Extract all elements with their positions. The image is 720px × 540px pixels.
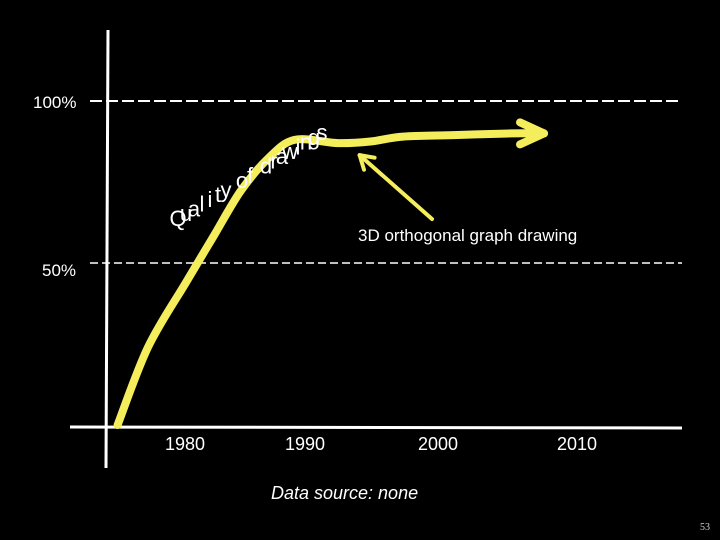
curve-label-char: i — [208, 187, 213, 212]
y-axis — [104, 29, 110, 469]
annotation-arrow-shaft — [357, 153, 434, 221]
curve-label-char: r — [270, 149, 277, 174]
y-tick-label-100: 100% — [33, 93, 77, 112]
curve-label-char: a — [188, 196, 201, 221]
curve-arrowhead — [516, 118, 549, 149]
x-axis — [69, 425, 683, 430]
curve-label-char: l — [200, 192, 205, 217]
curve-label-char: n — [300, 130, 312, 155]
curve-label-char: s — [317, 120, 328, 145]
y-tick-label-50: 50% — [42, 261, 77, 280]
x-tick-label-1990: 1990 — [285, 434, 326, 454]
page-number: 53 — [700, 522, 710, 533]
x-tick-label-1980: 1980 — [165, 434, 206, 454]
curve-label-char: w — [281, 139, 298, 164]
x-tick-label-2000: 2000 — [418, 434, 459, 454]
curve-label-char: o — [236, 168, 248, 193]
curve-label-char: y — [221, 177, 232, 202]
curve-label-char: t — [215, 182, 221, 207]
curve-label-char: f — [247, 163, 254, 188]
curve-label-char: a — [276, 144, 289, 169]
curve-label-char: Q — [169, 206, 186, 231]
quality-curve — [113, 129, 548, 429]
curve-label-char: i — [296, 134, 301, 159]
curve-label-char: d — [260, 153, 272, 178]
annotation-arrow-head — [357, 153, 377, 172]
x-tick-label-2010: 2010 — [557, 434, 598, 454]
curve-label-char: u — [180, 201, 192, 226]
curve-label-char: g — [308, 125, 320, 150]
data-source-note: Data source: none — [271, 483, 419, 503]
annotation-label: 3D orthogonal graph drawing — [358, 226, 578, 245]
